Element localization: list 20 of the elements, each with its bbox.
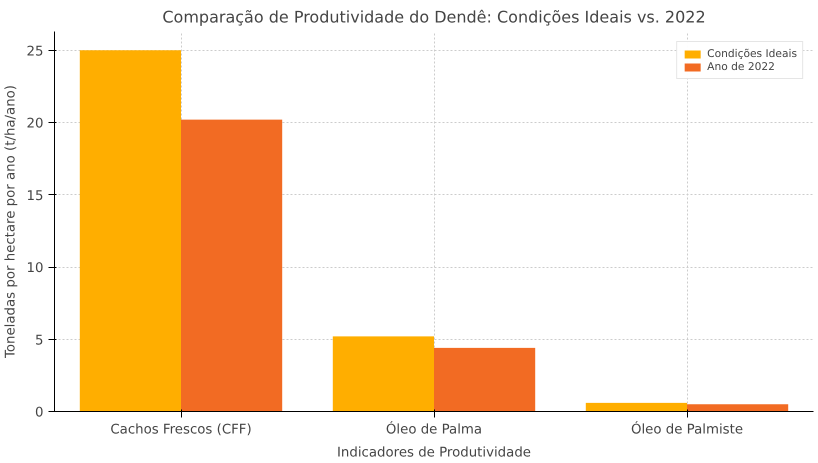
y-tick-label: 0: [35, 406, 44, 420]
x-tick-label: Óleo de Palmiste: [630, 420, 744, 438]
bar: [332, 336, 434, 412]
bar: [586, 402, 687, 412]
x-tick-label: Cachos Frescos (CFF): [110, 422, 252, 438]
y-tick-label: 15: [26, 188, 44, 204]
bar: [80, 50, 181, 412]
chart-title: Comparação de Produtividade do Dendê: Condições Ideais vs. 2022: [162, 8, 706, 26]
bar: [687, 404, 788, 412]
legend-label: Ano de 2022: [707, 60, 775, 73]
y-tick-label: 5: [35, 333, 44, 348]
bar: [181, 120, 282, 412]
y-tick-label: 10: [26, 261, 44, 276]
x-axis-title: Indicadores de Produtividade: [337, 446, 531, 460]
x-tick-label: Óleo de Palma: [386, 420, 482, 438]
y-axis-title: Toneladas por hectare por ano (t/ha/ano): [4, 84, 19, 360]
y-tick-label: 25: [26, 44, 44, 60]
legend-label: Condições Ideais: [707, 47, 797, 60]
bar: [434, 348, 536, 412]
y-tick-label: 20: [26, 116, 44, 132]
